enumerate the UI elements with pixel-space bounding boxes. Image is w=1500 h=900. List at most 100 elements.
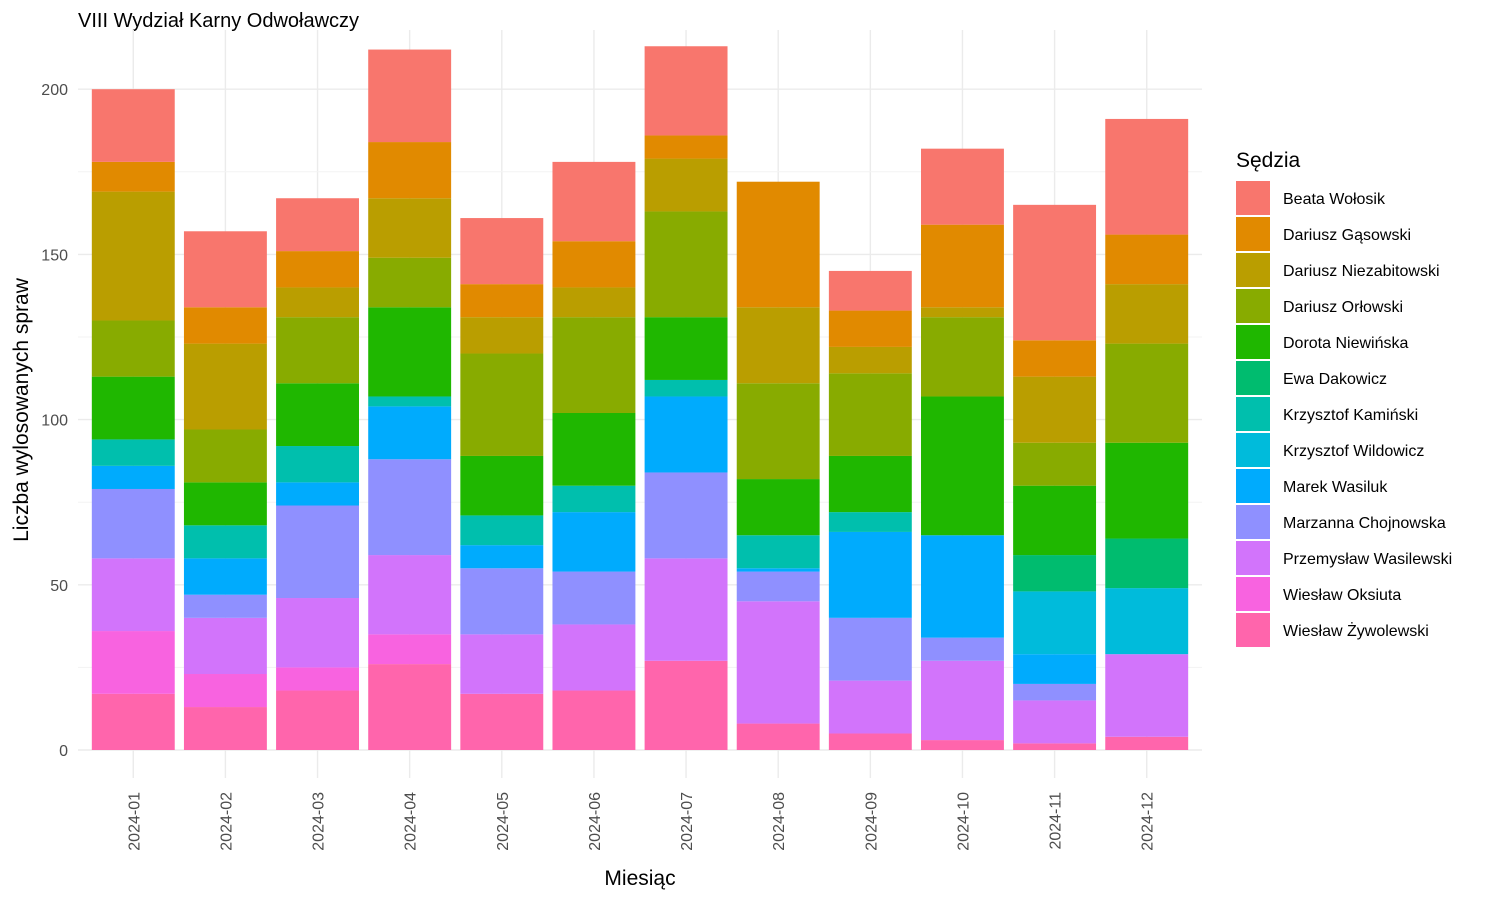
x-tick-label: 2024-02 <box>218 792 235 851</box>
bar-segment <box>921 317 1004 397</box>
bar-segment <box>828 733 912 750</box>
y-tick-label: 0 <box>59 743 68 760</box>
bar-segment <box>736 479 820 536</box>
bar-segment <box>276 482 359 506</box>
x-tick-label: 2024-05 <box>495 792 512 851</box>
bar-segment <box>1105 442 1189 539</box>
bar-segment <box>276 198 359 252</box>
bar-segment <box>460 317 544 354</box>
bar-segment <box>1013 743 1097 750</box>
bar-segment <box>552 624 636 691</box>
bar-segment <box>552 412 636 486</box>
y-tick-label: 200 <box>41 82 68 99</box>
bar-segment <box>91 89 175 162</box>
bar-segment <box>368 307 452 397</box>
bar-segment <box>736 723 820 750</box>
bar-segment <box>1013 683 1097 701</box>
bar-segment <box>644 317 728 380</box>
bar-segment <box>276 690 359 750</box>
bar-segment <box>460 284 544 318</box>
bar-segment <box>552 161 636 242</box>
bar-segment <box>368 257 452 308</box>
legend-label: Dariusz Niezabitowski <box>1283 263 1440 280</box>
bar-segment <box>644 396 728 473</box>
bar-segment <box>828 270 912 311</box>
bar-segment <box>1105 343 1189 443</box>
legend-swatch <box>1236 325 1270 359</box>
x-axis-title: Miesiąc <box>604 867 675 890</box>
bar-segment <box>921 148 1004 225</box>
bar-segment <box>1105 284 1189 344</box>
y-tick-label: 100 <box>41 413 68 430</box>
legend-label: Przemysław Wasilewski <box>1283 551 1452 568</box>
bar-segment <box>183 482 267 526</box>
legend-label: Marek Wasiluk <box>1283 479 1388 496</box>
bar-segment <box>368 555 452 635</box>
x-axis-ticks: 2024-01 2024-02 2024-03 2024-04 2024-05 2024-… <box>126 792 1156 851</box>
bar-segment <box>91 191 175 321</box>
legend-label: Wiesław Oksiuta <box>1283 587 1401 604</box>
bar-segment <box>1013 204 1097 341</box>
bar-segment <box>921 396 1004 536</box>
y-tick-label: 50 <box>50 578 68 595</box>
y-tick-label: 150 <box>41 247 68 264</box>
legend-swatch <box>1236 577 1270 611</box>
bar-segment <box>644 135 728 159</box>
bar-segment <box>276 446 359 483</box>
bar-segment <box>276 667 359 691</box>
legend-swatch <box>1236 181 1270 215</box>
x-tick-label: 2024-06 <box>587 792 604 851</box>
legend-swatch <box>1236 613 1270 647</box>
legend-swatch <box>1236 469 1270 503</box>
bar-segment <box>736 535 820 569</box>
x-tick-label: 2024-01 <box>126 792 143 851</box>
bar-segment <box>91 439 175 466</box>
bar-segment <box>921 637 1004 661</box>
bar-segment <box>91 320 175 377</box>
bar-segment <box>1013 654 1097 684</box>
bar-segment <box>368 634 452 665</box>
bar-segment <box>460 515 544 546</box>
y-axis-title: Liczba wylosowanych spraw <box>10 277 33 542</box>
bar-segment <box>1105 654 1189 737</box>
bar-segment <box>644 158 728 212</box>
bar-segment <box>552 317 636 413</box>
bar-segment <box>828 680 912 734</box>
bar-segment <box>460 353 544 456</box>
bar-segment <box>552 485 636 513</box>
y-axis-ticks: 0 50 100 150 200 <box>41 82 68 760</box>
legend-label: Dariusz Orłowski <box>1283 299 1403 316</box>
bar-segment <box>1013 340 1097 377</box>
legend-label: Marzanna Chojnowska <box>1283 515 1446 532</box>
bar-segment <box>644 558 728 661</box>
bar-segment <box>644 472 728 559</box>
bar-segment <box>552 690 636 750</box>
bar-segment <box>552 287 636 318</box>
bar-segment <box>552 512 636 572</box>
bar-segment <box>368 459 452 556</box>
legend-label: Beata Wołosik <box>1283 191 1386 208</box>
bar-segment <box>91 693 175 750</box>
bar-segment <box>91 161 175 192</box>
x-tick-label: 2024-04 <box>403 792 420 851</box>
bar-segment <box>1013 442 1097 486</box>
bar-segment <box>183 617 267 675</box>
bar-segment <box>460 634 544 694</box>
bar-segment <box>644 211 728 318</box>
bar-segment <box>736 571 820 602</box>
bar-segment <box>183 343 267 430</box>
bar-segment <box>736 568 820 572</box>
legend-label: Krzysztof Wildowicz <box>1283 443 1424 460</box>
bar-segment <box>183 231 267 308</box>
x-tick-label: 2024-07 <box>679 792 696 851</box>
bar-segment <box>736 307 820 384</box>
bar-segment <box>1013 700 1097 744</box>
legend-swatch <box>1236 217 1270 251</box>
bar-segment <box>644 660 728 750</box>
bar-segment <box>828 373 912 456</box>
bar-segment <box>276 383 359 447</box>
bar-segment <box>1013 376 1097 443</box>
bar-segment <box>1105 118 1189 235</box>
legend-swatch <box>1236 505 1270 539</box>
